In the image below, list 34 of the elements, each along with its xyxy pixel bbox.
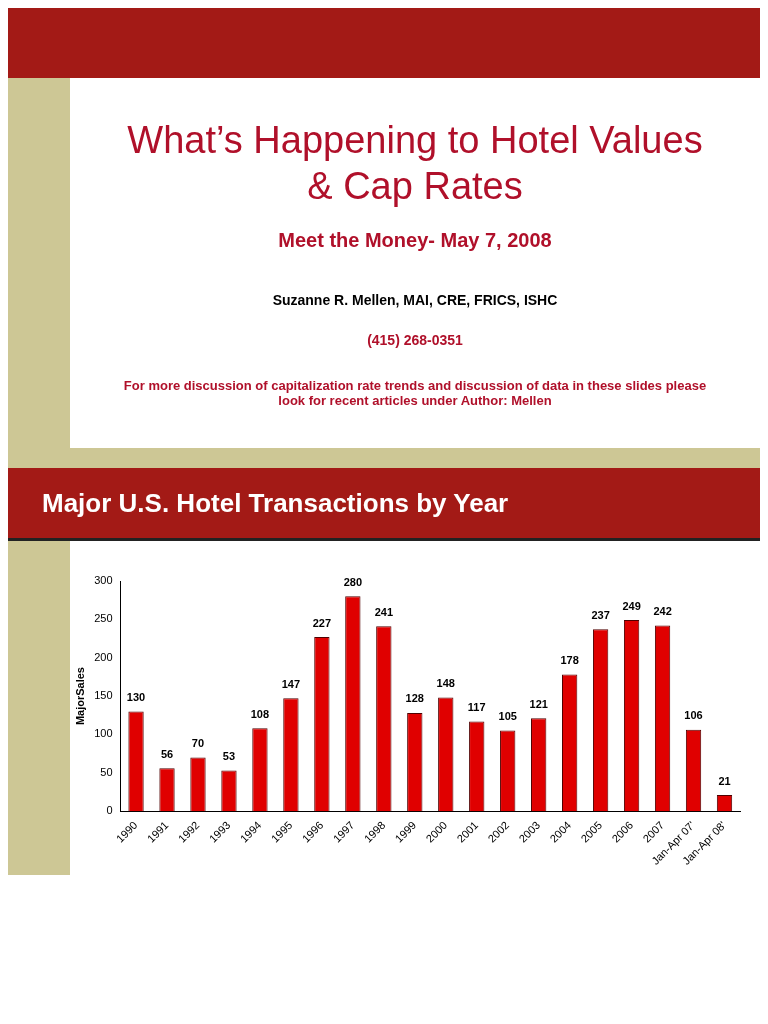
y-tick-label: 300 [94,574,113,587]
text: What’s Happening to Hotel Values & Cap Rates [126,118,704,209]
y-tick-label: 50 [100,766,113,778]
y-axis-title: MajorSales [73,667,86,726]
text: For more discussion of capitalization rate trends and discussion of data in these slides please look for recent articles under Author: Mellen [122,378,708,409]
data-label: 105 [498,710,517,723]
data-label: 21 [718,774,731,787]
data-label: 117 [467,701,486,714]
y-tick-label: 150 [94,689,113,702]
y-tick-label: 200 [94,650,113,663]
y-tick-label: 100 [94,727,113,740]
y-tick-label: 0 [106,804,113,817]
y-tick-label: 250 [94,612,113,625]
data-label: 249 [622,599,641,612]
data-label: 130 [126,691,146,704]
text: Meet the Money- May 7, 2008 [277,229,553,253]
data-label: 106 [684,709,703,722]
text: Suzanne R. Mellen, MAI, CRE, FRICS, ISHC [271,292,559,309]
data-label: 178 [560,654,579,667]
data-label: 70 [191,737,205,750]
data-label: 280 [343,576,363,589]
data-label: 121 [529,698,548,711]
data-label: 53 [222,750,236,763]
data-label: 242 [653,605,672,618]
text: (415) 268-0351 [366,332,464,349]
data-label: 147 [281,678,301,691]
chart-title: Major U.S. Hotel Transactions by Year [42,487,509,519]
data-label: 241 [374,605,393,618]
data-label: 56 [160,747,174,760]
data-label: 227 [312,616,332,629]
data-label: 108 [250,708,270,720]
data-label: 128 [405,692,424,705]
data-label: 237 [591,609,610,622]
data-label: 148 [436,677,455,690]
